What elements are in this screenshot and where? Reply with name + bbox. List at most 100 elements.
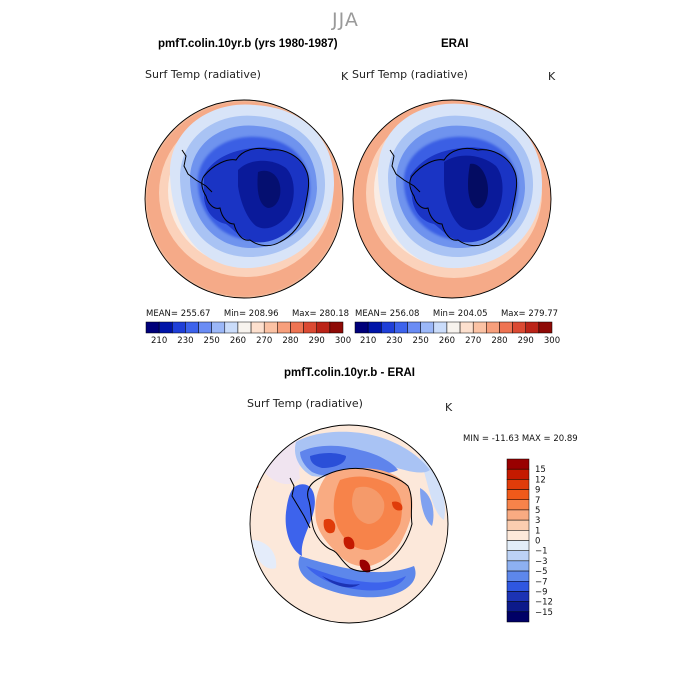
obs-stats-line: MEAN= 256.08 Min= 204.05 Max= 279.77 <box>355 309 558 319</box>
top-right-colorbar-tick-label: 280 <box>491 336 507 346</box>
difference-colorbar-swatch <box>506 581 530 592</box>
top-left-colorbar-swatch <box>263 321 278 334</box>
top-right-colorbar-tick-label: 210 <box>360 336 376 346</box>
obs-max-label: Max= <box>500 309 526 319</box>
difference-colorbar-tick-label: −3 <box>535 557 548 567</box>
model-min-value: 208.96 <box>248 309 279 319</box>
top-right-colorbar-swatch <box>354 321 369 334</box>
difference-colorbar-swatch <box>506 601 530 613</box>
top-left-colorbar-swatch <box>211 321 226 334</box>
top-left-colorbar-swatch <box>277 321 291 334</box>
top-left-colorbar-swatch <box>329 321 344 334</box>
top-right-colorbar-swatch <box>525 321 540 334</box>
top-right-colorbar-swatch <box>367 321 382 334</box>
difference-colorbar-tick-label: 1 <box>535 526 540 536</box>
model-panel-title: pmfT.colin.10yr.b (yrs 1980-1987) <box>158 38 338 50</box>
difference-colorbar-swatch <box>506 550 530 562</box>
difference-colorbar-swatch <box>506 458 530 470</box>
top-right-colorbar-tick-label: 230 <box>386 336 402 346</box>
difference-max-label: MAX = <box>521 434 551 444</box>
difference-colorbar-swatch <box>506 479 530 490</box>
difference-colorbar-tick-label: 3 <box>535 516 540 526</box>
difference-min-label: MIN = <box>463 434 490 444</box>
difference-colorbar-tick-label: 12 <box>535 475 546 485</box>
difference-colorbar-swatch <box>506 591 530 602</box>
difference-units-label: K <box>445 401 453 414</box>
obs-mean-label: MEAN= <box>355 309 387 319</box>
top-right-colorbar-tick-label: 300 <box>544 336 560 346</box>
season-title: JJA <box>332 9 359 31</box>
top-left-colorbar-swatch <box>237 321 252 334</box>
difference-colorbar-tick-label: −12 <box>535 598 553 608</box>
top-left-colorbar-tick-label: 210 <box>151 336 167 346</box>
top-right-colorbar-swatch <box>472 321 487 334</box>
difference-variable-label: Surf Temp (radiative) <box>247 397 363 410</box>
difference-colorbar-tick-label: 7 <box>535 496 540 506</box>
obs-variable-label: Surf Temp (radiative) <box>352 68 468 81</box>
difference-colorbar-swatch <box>506 519 530 531</box>
difference-colorbar-swatch <box>506 499 530 511</box>
difference-colorbar-tick-label: −1 <box>535 547 548 557</box>
top-left-colorbar-swatch <box>185 321 199 334</box>
obs-max-value: 279.77 <box>528 309 559 319</box>
obs-min-value: 204.05 <box>457 309 488 319</box>
model-stats-line: MEAN= 255.67 Min= 208.96 Max= 280.18 <box>146 309 349 319</box>
model-mean-label: MEAN= <box>146 309 178 319</box>
difference-colorbar-tick-label: −7 <box>535 577 548 587</box>
top-left-colorbar-swatch <box>172 321 186 334</box>
model-units-label: K <box>341 70 349 83</box>
model-min-label: Min= <box>223 309 247 319</box>
top-left-colorbar-swatch <box>250 321 265 334</box>
difference-colorbar-tick-label: 5 <box>535 506 540 516</box>
difference-polar-map <box>249 424 449 624</box>
difference-colorbar-tick-label: −15 <box>535 608 553 618</box>
difference-colorbar-tick-label: −5 <box>535 567 548 577</box>
top-right-colorbar-swatch <box>459 321 474 334</box>
top-right-colorbar-swatch <box>433 321 448 334</box>
difference-colorbar-swatch <box>506 509 530 521</box>
difference-colorbar-swatch <box>506 570 530 582</box>
top-right-colorbar-tick-label: 270 <box>465 336 481 346</box>
top-left-colorbar: 210 230 250 260 270 280 290 300 <box>145 321 351 346</box>
top-right-colorbar-tick-label: 290 <box>518 336 534 346</box>
top-right-colorbar-swatch <box>538 321 553 334</box>
top-left-colorbar-tick-label: 230 <box>177 336 193 346</box>
model-max-label: Max= <box>291 309 317 319</box>
top-left-colorbar-tick-label: 260 <box>230 336 246 346</box>
obs-min-label: Min= <box>432 309 456 319</box>
model-variable-label: Surf Temp (radiative) <box>145 68 261 81</box>
top-right-colorbar-swatch <box>381 321 395 334</box>
difference-colorbar-swatch <box>506 540 530 551</box>
difference-minmax-line: MIN = -11.63 MAX = 20.89 <box>463 434 578 444</box>
model-mean-value: 255.67 <box>180 309 211 319</box>
obs-polar-map <box>352 99 552 299</box>
top-left-colorbar-tick-label: 290 <box>309 336 325 346</box>
top-right-colorbar-swatch <box>446 321 461 334</box>
difference-max-value: 20.89 <box>553 434 578 444</box>
difference-colorbar-tick-label: 15 <box>535 465 546 475</box>
top-left-colorbar-swatch <box>224 321 239 334</box>
top-left-colorbar-swatch <box>198 321 212 334</box>
top-right-colorbar-swatch <box>486 321 500 334</box>
difference-colorbar-tick-label: 0 <box>535 537 540 547</box>
top-left-colorbar-tick-label: 300 <box>335 336 351 346</box>
top-right-colorbar-swatch <box>394 321 408 334</box>
difference-panel-title: pmfT.colin.10yr.b - ERAI <box>284 367 415 379</box>
model-polar-map <box>144 99 344 299</box>
top-right-colorbar-swatch <box>420 321 435 334</box>
top-right-colorbar-tick-label: 250 <box>413 336 429 346</box>
top-right-colorbar-swatch <box>512 321 526 334</box>
top-left-colorbar-swatch <box>316 321 331 334</box>
difference-colorbar-swatch <box>506 530 530 541</box>
difference-colorbar-tick-label: 9 <box>535 486 540 496</box>
difference-colorbar-swatch <box>506 611 530 623</box>
top-right-colorbar: 210 230 250 260 270 280 290 300 <box>354 321 560 346</box>
difference-colorbar-swatch <box>506 468 530 480</box>
difference-colorbar-swatch <box>506 560 530 572</box>
difference-min-value: -11.63 <box>491 434 520 444</box>
top-left-colorbar-swatch <box>158 321 173 334</box>
difference-colorbar-swatch <box>506 489 530 500</box>
top-left-colorbar-tick-label: 250 <box>204 336 220 346</box>
